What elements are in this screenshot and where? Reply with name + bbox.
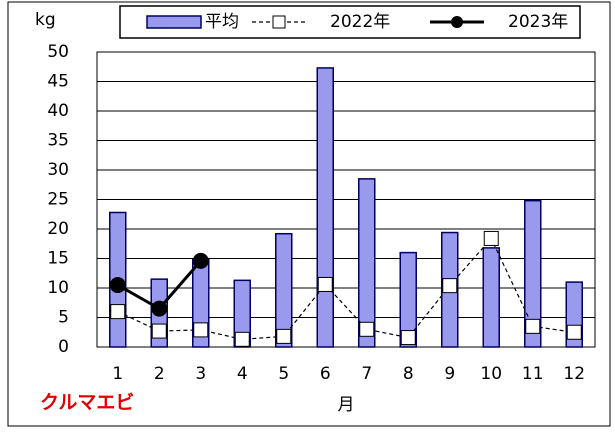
x-tick-label: 10 bbox=[480, 364, 502, 384]
marker bbox=[276, 328, 292, 344]
marker bbox=[193, 322, 209, 338]
x-tick-label: 12 bbox=[563, 364, 585, 384]
bar bbox=[275, 232, 293, 348]
y-tick-label: 50 bbox=[47, 42, 69, 62]
x-tick-label: 7 bbox=[361, 364, 372, 384]
x-tick-label: 1 bbox=[112, 364, 123, 384]
marker bbox=[110, 304, 126, 320]
bar bbox=[399, 251, 417, 348]
marker bbox=[525, 318, 541, 334]
legend-marker bbox=[451, 16, 463, 28]
bar bbox=[524, 199, 542, 348]
x-tick-label: 4 bbox=[237, 364, 248, 384]
y-tick-label: 20 bbox=[47, 219, 69, 239]
y-tick-label: 35 bbox=[47, 131, 69, 151]
marker bbox=[400, 330, 416, 346]
marker bbox=[151, 300, 168, 317]
bar bbox=[316, 67, 334, 348]
legend-swatch bbox=[146, 15, 202, 29]
annotation: クルマエビ bbox=[40, 392, 134, 414]
marker bbox=[109, 277, 126, 294]
legend-label: 2023年 bbox=[508, 12, 568, 32]
y-tick-label: 40 bbox=[47, 101, 69, 121]
x-tick-label: 8 bbox=[403, 364, 414, 384]
y-tick-label: 10 bbox=[47, 278, 69, 298]
y-tick-label: 5 bbox=[58, 308, 69, 328]
marker bbox=[317, 276, 333, 292]
marker bbox=[566, 324, 582, 340]
x-tick-label: 3 bbox=[195, 364, 206, 384]
x-tick-label: 11 bbox=[522, 364, 544, 384]
marker bbox=[151, 323, 167, 339]
y-axis-label: kg bbox=[35, 10, 56, 30]
marker bbox=[483, 230, 499, 246]
legend-label: 2022年 bbox=[330, 12, 390, 32]
bar bbox=[233, 279, 251, 348]
marker bbox=[359, 321, 375, 337]
y-tick-label: 30 bbox=[47, 160, 69, 180]
y-tick-label: 45 bbox=[47, 72, 69, 92]
x-axis-label: 月 bbox=[338, 395, 355, 415]
y-tick-label: 0 bbox=[58, 337, 69, 357]
marker bbox=[234, 331, 250, 347]
x-tick-label: 9 bbox=[444, 364, 455, 384]
x-tick-label: 5 bbox=[278, 364, 289, 384]
marker bbox=[192, 252, 209, 269]
bar bbox=[482, 247, 500, 348]
legend-marker bbox=[272, 15, 286, 29]
legend-label: 平均 bbox=[205, 12, 239, 32]
y-tick-label: 25 bbox=[47, 190, 69, 210]
y-tick-label: 15 bbox=[47, 249, 69, 269]
marker bbox=[442, 278, 458, 294]
bar bbox=[358, 178, 376, 348]
x-tick-label: 6 bbox=[320, 364, 331, 384]
x-tick-label: 2 bbox=[154, 364, 165, 384]
